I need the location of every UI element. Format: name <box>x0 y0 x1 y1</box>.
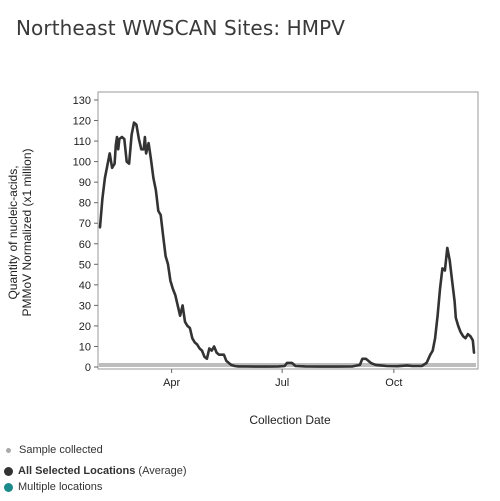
y-tick-label: 80 <box>79 198 91 210</box>
multiple-locations-dot-icon <box>4 482 13 492</box>
legend-all-selected: All Selected Locations (Average) <box>4 465 187 477</box>
x-tick-label: Apr <box>163 377 180 389</box>
y-tick-label: 40 <box>79 280 91 292</box>
legend-sample-collected: Sample collected <box>4 444 103 456</box>
legend-all-selected-label: All Selected Locations <box>18 465 136 477</box>
legend-multiple-locations: Multiple locations <box>4 481 102 493</box>
y-tick-label: 120 <box>73 116 91 128</box>
y-tick-label: 90 <box>79 177 91 189</box>
legend-all-selected-suffix: (Average) <box>135 465 187 477</box>
y-tick-label: 130 <box>73 95 91 107</box>
legend-sample-collected-label: Sample collected <box>19 444 103 456</box>
y-tick-label: 30 <box>79 300 91 312</box>
y-tick-label: 50 <box>79 259 91 271</box>
plot-frame <box>97 91 479 370</box>
x-axis-title: Collection Date <box>249 413 331 427</box>
all-selected-dot-icon <box>4 466 13 476</box>
y-axis-title-line1: Quantity of nucleic-acids, <box>6 165 20 299</box>
y-tick-label: 20 <box>79 321 91 333</box>
y-tick-label: 110 <box>73 136 91 148</box>
y-tick-label: 100 <box>73 157 91 169</box>
y-tick-label: 70 <box>79 218 91 230</box>
y-tick-label: 10 <box>79 341 91 353</box>
x-tick-label: Oct <box>385 377 402 389</box>
y-axis-title-line2: PMMoV Normalized (x1 million) <box>20 148 34 316</box>
y-tick-label: 0 <box>85 362 91 374</box>
legend-multiple-locations-label: Multiple locations <box>18 481 103 493</box>
page-title: Northeast WWSCAN Sites: HMPV <box>16 16 346 40</box>
sample-collected-markers <box>99 363 476 367</box>
y-tick-label: 60 <box>79 239 91 251</box>
x-tick-label: Jul <box>275 377 289 389</box>
sample-collected-dot-icon <box>6 447 11 453</box>
series-line-all-selected-locations <box>98 121 476 368</box>
